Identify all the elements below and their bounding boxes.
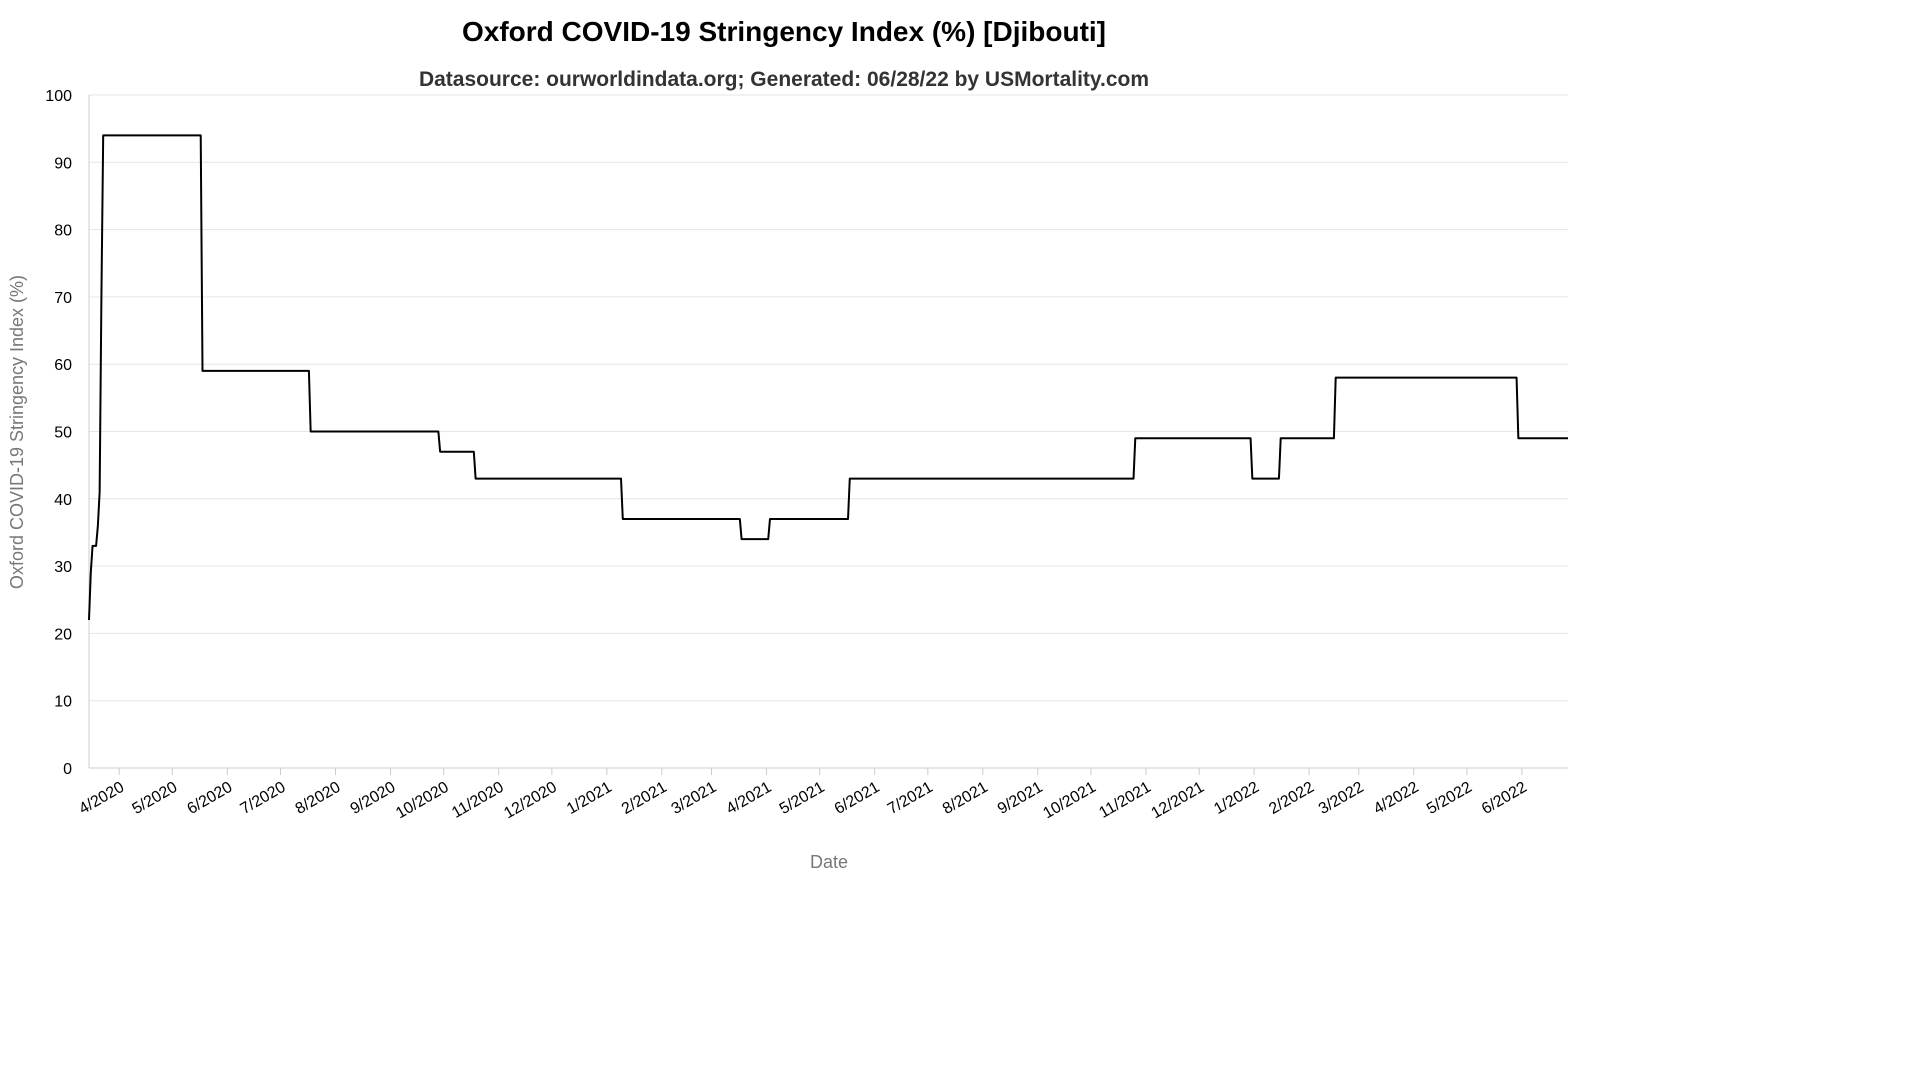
gridlines: [89, 94, 1568, 702]
y-tick-label: 80: [54, 223, 72, 240]
y-tick-label: 40: [54, 492, 72, 509]
x-tick-label: 6/2020: [184, 779, 235, 818]
x-tick-label: 4/2021: [724, 779, 775, 818]
x-tick-label: 8/2020: [293, 779, 344, 818]
y-axis-ticks: 0 10 20 30 40 50 60 70 80 90 100: [45, 88, 72, 778]
x-tick-label: 12/2020: [501, 779, 560, 823]
y-tick-label: 10: [54, 694, 72, 711]
y-tick-label: 60: [54, 357, 72, 374]
x-tick-label: 5/2020: [129, 779, 180, 818]
x-tick-label: 6/2021: [832, 779, 883, 818]
x-tick-label: 1/2022: [1211, 779, 1262, 818]
x-tick-label: 9/2021: [995, 779, 1046, 818]
x-tick-label: 5/2021: [777, 779, 828, 818]
x-tick-label: 3/2022: [1316, 779, 1367, 818]
y-tick-label: 0: [63, 761, 72, 778]
x-tick-label: 5/2022: [1424, 779, 1475, 818]
x-tick-label: 7/2020: [238, 779, 289, 818]
x-tick-label: 7/2021: [885, 779, 936, 818]
y-axis-label: Oxford COVID-19 Stringency Index (%): [7, 275, 27, 589]
x-tick-label: 11/2021: [1096, 779, 1154, 822]
series-line: [88, 134, 1568, 620]
x-tick-label: 6/2022: [1479, 779, 1530, 818]
x-tick-label: 10/2021: [1040, 779, 1099, 823]
x-tick-label: 10/2020: [393, 779, 452, 823]
y-tick-label: 90: [54, 155, 72, 172]
x-tick-label: 1/2021: [564, 779, 615, 818]
x-tick-label: 4/2020: [76, 779, 127, 818]
y-tick-label: 50: [54, 425, 72, 442]
y-tick-label: 30: [54, 559, 72, 576]
x-tick-label: 2/2022: [1266, 779, 1317, 818]
stringency-chart: Oxford COVID-19 Stringency Index (%) [Dj…: [7, 16, 1568, 872]
x-tick-label: 2/2021: [619, 779, 670, 818]
x-tick-label: 9/2020: [348, 779, 399, 818]
x-tick-label: 4/2022: [1371, 779, 1422, 818]
y-tick-label: 70: [54, 290, 72, 307]
chart-subtitle: Datasource: ourworldindata.org; Generate…: [419, 68, 1149, 91]
x-tick-label: 12/2021: [1149, 779, 1208, 823]
series-layer: [88, 134, 1568, 620]
x-tick-label: 11/2020: [449, 779, 507, 822]
y-tick-label: 20: [54, 626, 72, 643]
x-tick-label: 8/2021: [940, 779, 991, 818]
x-tick-label: 3/2021: [669, 779, 720, 818]
chart-title: Oxford COVID-19 Stringency Index (%) [Dj…: [462, 16, 1106, 47]
x-axis-label: Date: [810, 852, 848, 872]
x-axis-ticks: 4/2020 5/2020 6/2020 7/2020 8/2020 9/202010/2…: [76, 768, 1530, 822]
y-tick-label: 100: [45, 88, 72, 105]
